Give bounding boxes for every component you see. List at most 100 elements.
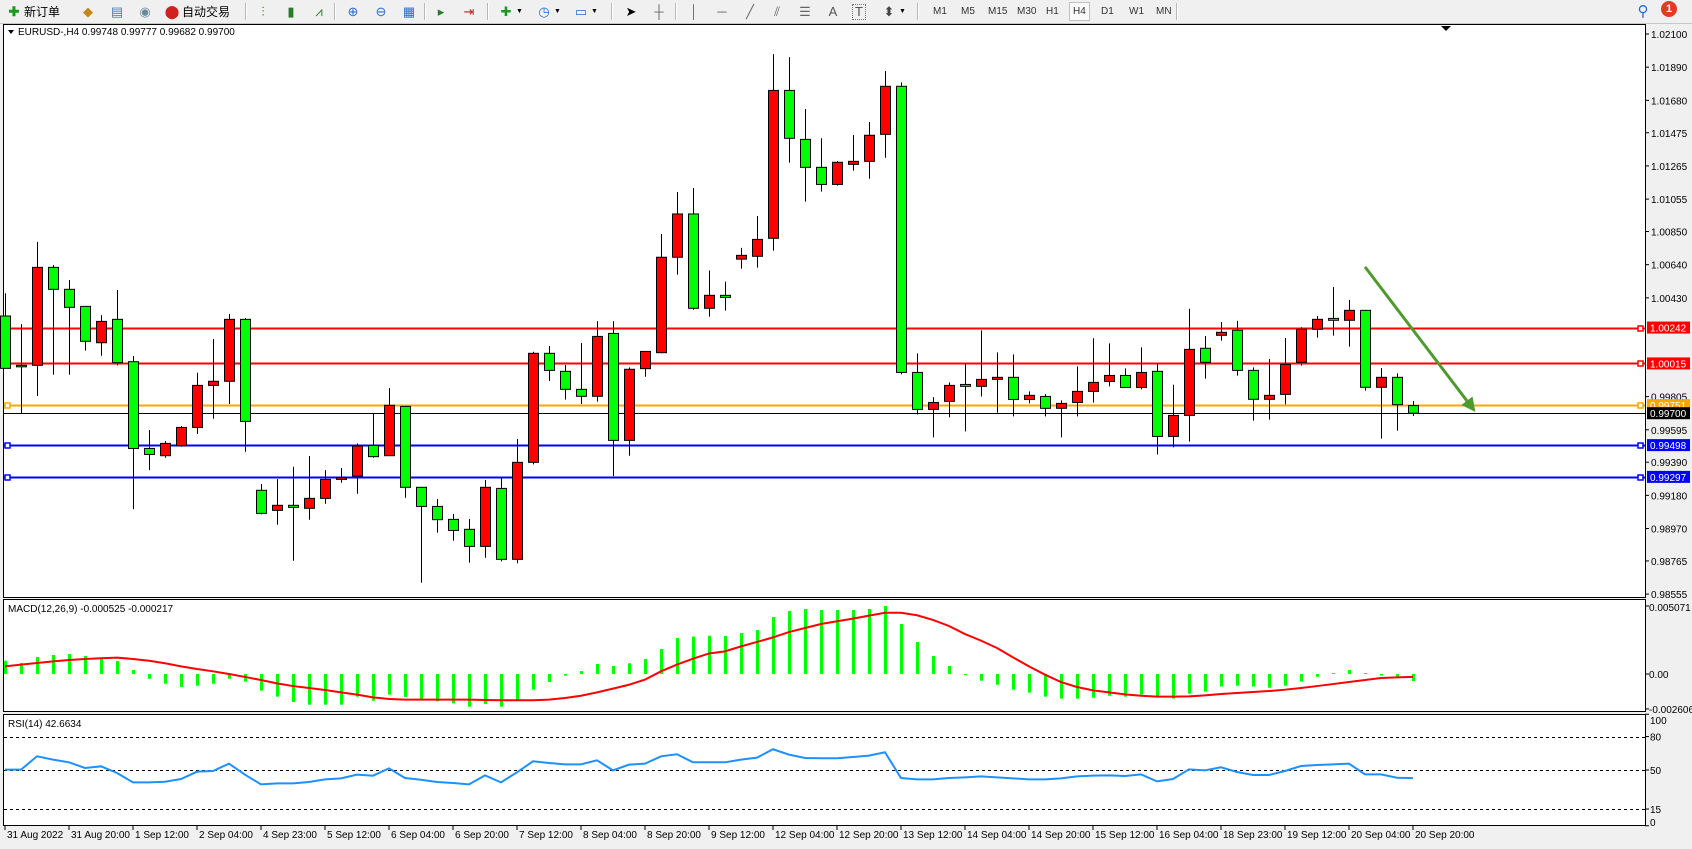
macd-histogram-bar bbox=[308, 674, 311, 705]
notification-badge[interactable]: 1 bbox=[1661, 1, 1677, 17]
timeframe-d1[interactable]: D1 bbox=[1101, 6, 1114, 17]
rsi-panel[interactable]: RSI(14) 42.6634 bbox=[4, 719, 1645, 810]
indicators-button[interactable]: ✚ ▼ bbox=[498, 2, 523, 21]
signal-icon: ◉ bbox=[139, 3, 151, 19]
candle bbox=[704, 270, 715, 317]
candle bbox=[576, 343, 587, 405]
candle bbox=[1408, 401, 1419, 417]
candle bbox=[752, 216, 763, 268]
cursor-button[interactable]: ➤ bbox=[623, 2, 639, 21]
candle-body bbox=[1216, 331, 1227, 336]
crosshair-button[interactable]: ┼ bbox=[651, 2, 667, 21]
bar-chart-button[interactable]: ⫶ bbox=[255, 2, 271, 21]
candle-body bbox=[896, 85, 907, 373]
chart-shift-marker-icon bbox=[1441, 26, 1451, 31]
line-handle-icon[interactable] bbox=[1637, 474, 1644, 481]
line-handle-icon[interactable] bbox=[1637, 360, 1644, 367]
macd-histogram-bar bbox=[116, 660, 119, 674]
horizontal-line-button[interactable]: ─ bbox=[714, 2, 730, 21]
candle-body bbox=[160, 442, 171, 457]
price-label: 0.99700 bbox=[1650, 409, 1687, 420]
time-tick-label: 14 Sep 04:00 bbox=[967, 830, 1027, 841]
candle-body bbox=[368, 444, 379, 458]
candlestick-button[interactable]: ▮ bbox=[283, 2, 299, 21]
auto-scroll-button[interactable]: ▸ bbox=[433, 2, 449, 21]
fibonacci-icon: ☰ bbox=[799, 3, 811, 19]
timeframe-m15[interactable]: M15 bbox=[988, 6, 1008, 17]
line-handle-icon[interactable] bbox=[4, 474, 11, 481]
timeframe-h1[interactable]: H1 bbox=[1046, 6, 1059, 17]
price-chart[interactable]: EURUSD-,H4 0.99748 0.99777 0.99682 0.997… bbox=[0, 27, 1646, 583]
candle bbox=[912, 353, 923, 415]
timeframe-h4[interactable]: H4 bbox=[1069, 2, 1090, 21]
zoom-out-button[interactable]: ⊖ bbox=[373, 2, 389, 21]
search-button[interactable]: ⚲ bbox=[1635, 2, 1651, 21]
candle-body bbox=[1136, 371, 1147, 388]
market-watch-icon: ◆ bbox=[83, 3, 93, 19]
time-tick-label: 1 Sep 12:00 bbox=[135, 830, 189, 841]
vertical-line-button[interactable]: │ bbox=[686, 2, 702, 21]
candle-body bbox=[864, 134, 875, 162]
collapse-arrow-icon bbox=[8, 30, 14, 34]
trend-arrow-head-icon[interactable] bbox=[1461, 396, 1476, 412]
periods-button[interactable]: ◷ ▼ bbox=[536, 2, 561, 21]
candle bbox=[32, 241, 43, 396]
text-label-button[interactable]: T bbox=[852, 2, 866, 21]
candle-body bbox=[1104, 374, 1115, 382]
navigator-button[interactable]: ◉ bbox=[137, 2, 153, 21]
timeframe-w1[interactable]: W1 bbox=[1129, 6, 1144, 17]
line-handle-icon[interactable] bbox=[4, 442, 11, 449]
macd-histogram-bar bbox=[580, 671, 583, 674]
trend-arrow-line[interactable] bbox=[1363, 265, 1469, 402]
text-button[interactable]: A bbox=[825, 2, 841, 21]
macd-histogram-bar bbox=[836, 610, 839, 674]
timeframe-mn[interactable]: MN bbox=[1156, 6, 1172, 17]
candle-body bbox=[224, 318, 235, 382]
price-label-box bbox=[1647, 439, 1690, 452]
chart-window[interactable]: EURUSD-,H4 0.99748 0.99777 0.99682 0.997… bbox=[0, 23, 1692, 849]
arrows-button[interactable]: ⬍ ▼ bbox=[881, 2, 906, 21]
macd-histogram-bar bbox=[740, 632, 743, 674]
candle-body bbox=[1040, 395, 1051, 409]
auto-trading-button[interactable]: ⬤ 自动交易 bbox=[164, 2, 230, 21]
zoom-in-button[interactable]: ⊕ bbox=[345, 2, 361, 21]
line-handle-icon[interactable] bbox=[4, 402, 11, 409]
candle bbox=[416, 486, 427, 583]
time-tick-label: 18 Sep 23:00 bbox=[1223, 830, 1283, 841]
candle-body bbox=[736, 254, 747, 260]
candle bbox=[272, 479, 283, 525]
line-handle-icon[interactable] bbox=[1637, 402, 1644, 409]
fibonacci-button[interactable]: ☰ bbox=[797, 2, 813, 21]
macd-histogram-bar bbox=[1204, 674, 1207, 692]
macd-histogram-bar bbox=[980, 674, 983, 681]
data-window-button[interactable]: ▤ bbox=[109, 2, 125, 21]
timeframe-m5[interactable]: M5 bbox=[961, 6, 975, 17]
timeframe-m30[interactable]: M30 bbox=[1017, 6, 1037, 17]
macd-panel[interactable]: MACD(12,26,9) -0.000525 -0.000217 bbox=[4, 604, 1415, 707]
candle bbox=[992, 352, 1003, 413]
candle bbox=[96, 315, 107, 356]
timeframe-m1[interactable]: M1 bbox=[933, 6, 947, 17]
new-order-button[interactable]: ✚ 新订单 bbox=[6, 2, 60, 21]
line-handle-icon[interactable] bbox=[1637, 442, 1644, 449]
chart-shift-button[interactable]: ⇥ bbox=[461, 2, 477, 21]
equidistant-channel-button[interactable]: ⫽ bbox=[769, 2, 785, 21]
candle-body bbox=[288, 504, 299, 508]
macd-histogram-bar bbox=[340, 674, 343, 705]
templates-button[interactable]: ▭ ▼ bbox=[573, 2, 598, 21]
line-chart-button[interactable]: ⩘ bbox=[311, 2, 327, 21]
macd-histogram-bar bbox=[436, 674, 439, 702]
candle-body bbox=[1168, 414, 1179, 437]
candle-body bbox=[144, 447, 155, 455]
trendline-button[interactable]: ╱ bbox=[742, 2, 758, 21]
macd-histogram-bar bbox=[1332, 673, 1335, 675]
candle-body bbox=[576, 388, 587, 397]
candle-body bbox=[656, 256, 667, 354]
line-handle-icon[interactable] bbox=[1637, 325, 1644, 332]
market-watch-button[interactable]: ◆ bbox=[80, 2, 96, 21]
search-icon: ⚲ bbox=[1637, 2, 1649, 20]
macd-histogram-bar bbox=[548, 674, 551, 683]
tile-windows-button[interactable]: ▦ bbox=[401, 2, 417, 21]
candle-body bbox=[400, 405, 411, 488]
candle-body bbox=[880, 85, 891, 135]
